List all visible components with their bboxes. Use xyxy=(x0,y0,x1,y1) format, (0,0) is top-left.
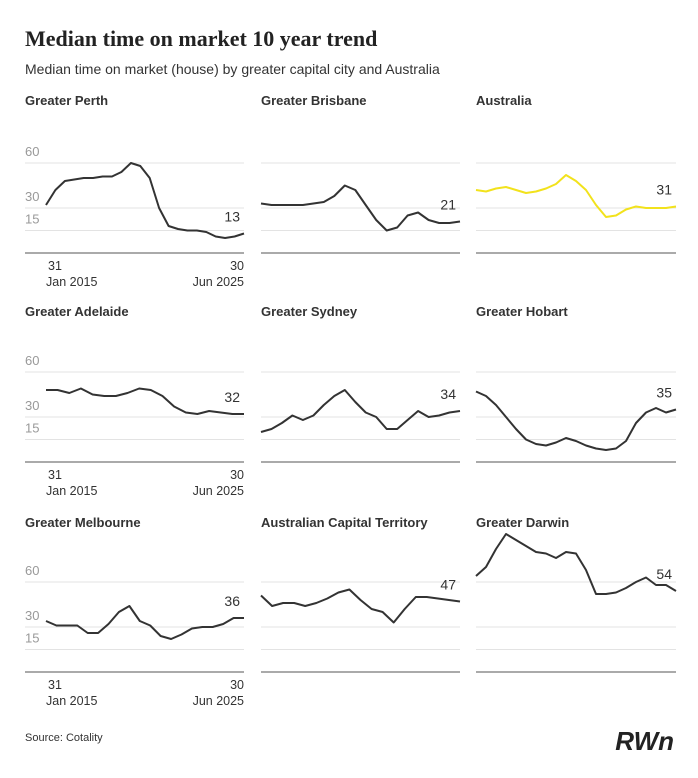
x-tick-label: 31 xyxy=(48,468,62,482)
logo: RWn xyxy=(615,726,674,756)
end-label: 36 xyxy=(224,593,240,609)
x-tick-label: Jan 2015 xyxy=(46,275,97,289)
panel-title: Greater Darwin xyxy=(476,515,569,530)
panel-title: Greater Sydney xyxy=(261,304,358,319)
x-tick-label: 30 xyxy=(230,678,244,692)
line xyxy=(475,533,677,595)
source: Source: Cotality xyxy=(25,732,103,744)
panel-title: Greater Perth xyxy=(25,93,108,108)
chart-subtitle: Median time on market (house) by greater… xyxy=(25,61,440,77)
y-tick-label: 60 xyxy=(25,144,39,159)
x-tick-label: 30 xyxy=(230,468,244,482)
line xyxy=(260,588,461,624)
panel-title: Greater Hobart xyxy=(476,304,568,319)
y-tick-label: 15 xyxy=(25,421,39,436)
end-label: 21 xyxy=(440,197,456,213)
x-tick-label: Jan 2015 xyxy=(46,694,97,708)
x-tick-label: Jun 2025 xyxy=(193,694,244,708)
line xyxy=(260,389,461,433)
end-label: 35 xyxy=(656,385,672,401)
end-label: 32 xyxy=(224,389,240,405)
line xyxy=(45,162,245,239)
panel-title: Greater Adelaide xyxy=(25,304,129,319)
end-label: 34 xyxy=(440,386,456,402)
x-tick-label: Jun 2025 xyxy=(193,275,244,289)
line xyxy=(475,390,677,451)
y-tick-label: 15 xyxy=(25,631,39,646)
panel-title: Greater Melbourne xyxy=(25,515,141,530)
y-tick-label: 30 xyxy=(25,189,39,204)
end-label: 31 xyxy=(656,182,672,198)
end-label: 54 xyxy=(656,566,672,582)
chart-title: Median time on market 10 year trend xyxy=(25,26,377,51)
panel-title: Australian Capital Territory xyxy=(261,515,428,530)
panel-title: Greater Brisbane xyxy=(261,93,367,108)
end-label: 47 xyxy=(440,577,456,593)
line xyxy=(260,184,461,232)
x-tick-label: 31 xyxy=(48,259,62,273)
y-tick-label: 30 xyxy=(25,398,39,413)
y-tick-label: 60 xyxy=(25,563,39,578)
line xyxy=(46,387,244,415)
x-tick-label: Jun 2025 xyxy=(193,484,244,498)
y-tick-label: 30 xyxy=(25,608,39,623)
x-tick-label: Jan 2015 xyxy=(46,484,97,498)
line xyxy=(45,605,244,640)
x-tick-label: 31 xyxy=(48,678,62,692)
x-tick-label: 30 xyxy=(230,259,244,273)
y-tick-label: 60 xyxy=(25,353,39,368)
panel-title: Australia xyxy=(476,93,532,108)
line xyxy=(475,174,677,218)
end-label: 13 xyxy=(224,209,240,225)
y-tick-label: 15 xyxy=(25,212,39,227)
